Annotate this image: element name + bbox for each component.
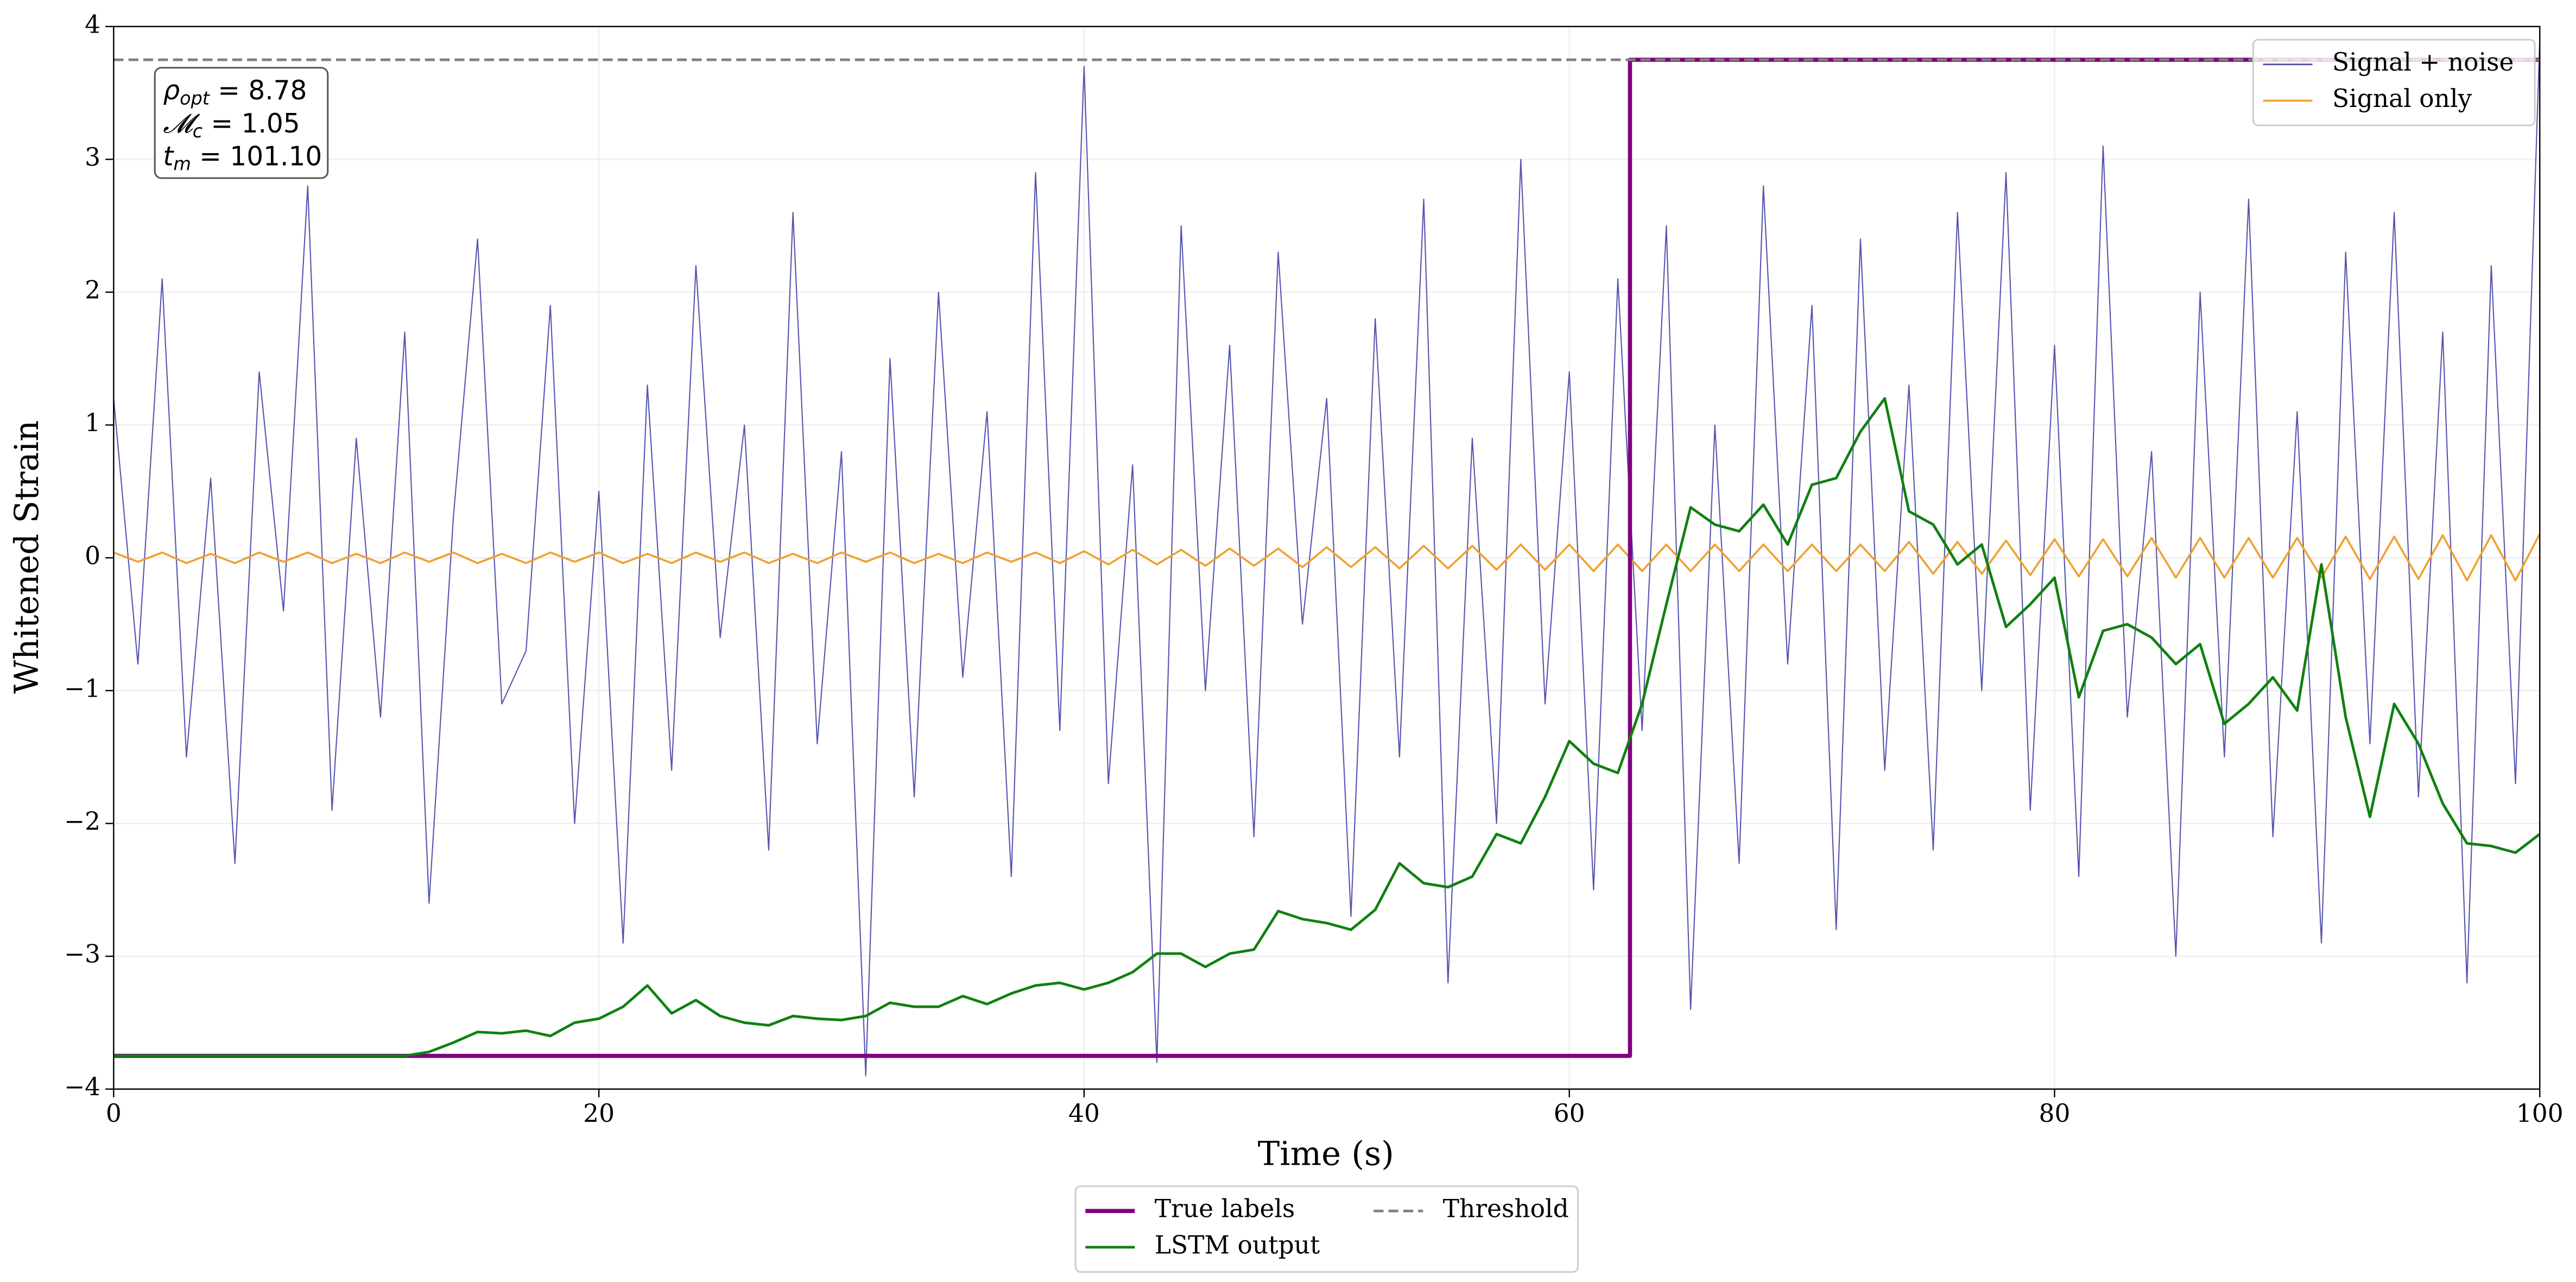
annotation-subscript: m <box>173 153 191 174</box>
x-tick-label: 40 <box>1068 1099 1100 1128</box>
y-tick-label: −2 <box>64 807 100 836</box>
x-axis-label: Time (s) <box>1258 1135 1394 1173</box>
annotation-subscript: opt <box>180 87 211 109</box>
x-tick-label: 100 <box>2516 1099 2564 1128</box>
series-line <box>113 397 2540 1057</box>
x-tick-label: 0 <box>106 1099 122 1128</box>
legend-box <box>1074 1185 1579 1273</box>
x-tick-label: 20 <box>583 1099 615 1128</box>
annotation-box <box>154 67 329 179</box>
x-tick-label: 60 <box>1554 1099 1585 1128</box>
legend-label: Signal + noise <box>2332 48 2514 77</box>
y-tick-label: −1 <box>64 674 100 703</box>
annotation-subscript: c <box>193 121 202 142</box>
y-tick-label: 3 <box>85 143 100 172</box>
plot-frame <box>113 26 2541 1090</box>
y-tick-label: 1 <box>85 408 100 437</box>
grid <box>113 26 2541 1090</box>
series-line <box>113 533 2540 582</box>
y-axis-label: Whitened Strain <box>8 420 46 694</box>
annotation-symbol: t <box>163 142 174 172</box>
y-tick-label: 4 <box>85 10 100 39</box>
annotation-line: 𝓜c = 1.05 <box>163 109 300 142</box>
series-line <box>113 58 2540 1058</box>
legend-box <box>2252 39 2536 127</box>
annotation-line: tm = 101.10 <box>163 142 322 175</box>
legend-label: Signal only <box>2332 84 2472 113</box>
annotation-line: ρopt = 8.78 <box>163 75 307 109</box>
y-tick-label: 2 <box>85 276 100 305</box>
annotation-symbol: ρ <box>163 75 180 106</box>
annotation-value: = 8.78 <box>210 75 307 106</box>
y-tick-label: −4 <box>64 1072 100 1101</box>
legend: Signal + noise Signal only <box>2252 39 2536 127</box>
legend: True labels LSTM output Threshold <box>1074 1185 1579 1273</box>
annotation-value: = 101.10 <box>191 142 322 172</box>
y-tick-label: −3 <box>64 940 100 969</box>
y-tick-label: 0 <box>85 541 100 570</box>
annotation-value: = 1.05 <box>202 109 300 139</box>
legend-label: True labels <box>1155 1195 1295 1223</box>
legend-label: LSTM output <box>1155 1230 1320 1259</box>
legend-label: Threshold <box>1443 1195 1569 1223</box>
x-tick-label: 80 <box>2039 1099 2071 1128</box>
